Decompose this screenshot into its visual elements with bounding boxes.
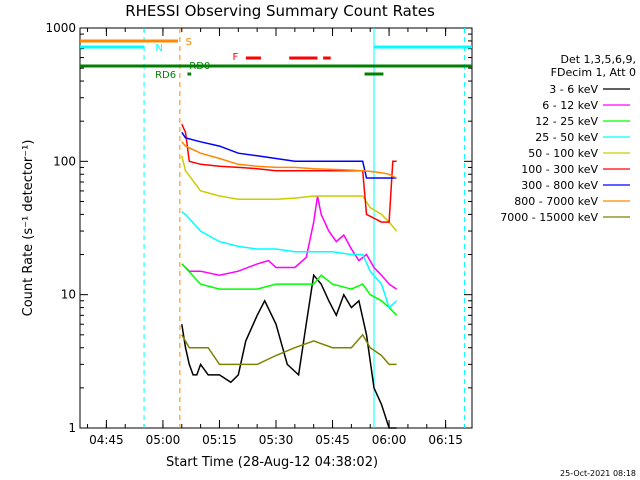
series-line xyxy=(181,195,398,290)
y-axis: 1 10 100 1000 xyxy=(45,21,472,435)
y-tick-label: 1000 xyxy=(45,21,76,35)
x-axis-label: Start Time (28-Aug-12 04:38:02) xyxy=(166,455,378,470)
x-tick-label: 04:45 xyxy=(89,433,124,447)
night-label: N xyxy=(155,43,162,54)
series-line xyxy=(181,211,398,309)
series-line xyxy=(181,273,397,429)
legend-label: 3 - 6 keV xyxy=(549,83,598,96)
legend-label: 6 - 12 keV xyxy=(542,99,598,112)
series-line xyxy=(181,141,397,179)
x-tick-label: 05:00 xyxy=(146,433,181,447)
x-tick-label: 05:30 xyxy=(259,433,294,447)
legend: Det 1,3,5,6,9,FDecim 1, Att 0 3 - 6 keV 6 … xyxy=(500,53,636,224)
saa-label: S xyxy=(186,37,192,48)
legend-header: Det 1,3,5,6,9, xyxy=(560,53,636,66)
legend-header: FDecim 1, Att 0 xyxy=(551,66,636,79)
x-tick-label: 06:00 xyxy=(372,433,407,447)
x-tick-label: 05:15 xyxy=(202,433,237,447)
legend-label: 25 - 50 keV xyxy=(535,131,598,144)
rd0-label: RD0 xyxy=(189,61,210,72)
state-bars: S N RD0 RD6 F xyxy=(80,37,472,81)
y-tick-label: 100 xyxy=(53,154,76,168)
series-line xyxy=(181,333,397,366)
legend-label: 800 - 7000 keV xyxy=(514,195,598,208)
legend-label: 100 - 300 keV xyxy=(521,163,598,176)
legend-label: 12 - 25 keV xyxy=(535,115,598,128)
flare-label: F xyxy=(233,52,239,63)
series-line xyxy=(181,263,398,316)
plot-frame xyxy=(79,27,473,429)
marker-lines xyxy=(143,28,465,428)
legend-label: 7000 - 15000 keV xyxy=(500,211,598,224)
series-line xyxy=(181,123,397,223)
x-tick-label: 06:15 xyxy=(428,433,463,447)
x-tick-label: 05:45 xyxy=(315,433,350,447)
series-line xyxy=(181,131,397,179)
chart-title: RHESSI Observing Summary Count Rates xyxy=(125,2,435,20)
y-tick-label: 1 xyxy=(68,421,76,435)
y-tick-label: 10 xyxy=(61,288,76,302)
legend-label: 300 - 800 keV xyxy=(521,179,598,192)
timestamp: 25-Oct-2021 08:18 xyxy=(560,469,636,478)
y-axis-label: Count Rate (s⁻¹ detector⁻¹) xyxy=(21,140,36,317)
legend-label: 50 - 100 keV xyxy=(528,147,598,160)
series-line xyxy=(181,155,398,232)
series-group xyxy=(181,123,398,429)
rd6-label: RD6 xyxy=(155,70,176,81)
